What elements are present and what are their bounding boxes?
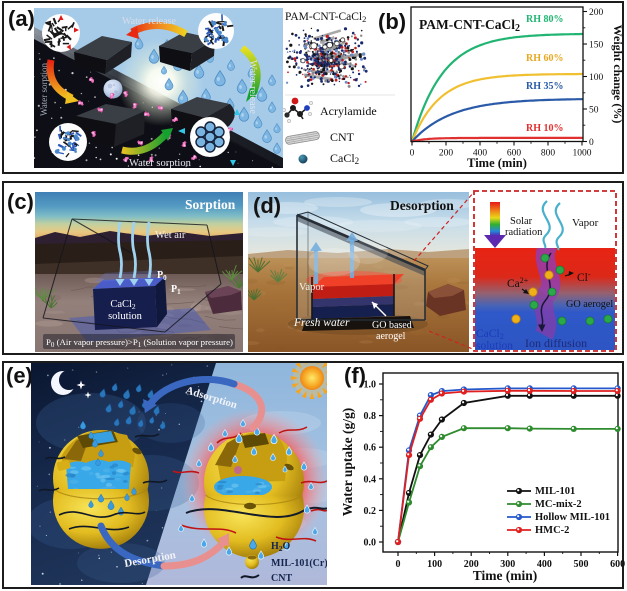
svg-text:CaCl2: CaCl2 [330, 151, 359, 166]
svg-text:Wet air: Wet air [155, 230, 186, 241]
svg-text:1000: 1000 [573, 149, 592, 159]
svg-text:P0 (Air vapor pressure)>P1 (So: P0 (Air vapor pressure)>P1 (Solution vap… [46, 337, 233, 349]
svg-text:Desorption: Desorption [390, 198, 454, 213]
svg-text:200: 200 [464, 559, 479, 570]
svg-text:0.2: 0.2 [364, 506, 377, 517]
svg-text:GO aerogel: GO aerogel [566, 299, 613, 310]
svg-text:300: 300 [500, 559, 515, 570]
svg-text:GO based: GO based [372, 320, 412, 331]
svg-text:400: 400 [473, 149, 488, 159]
svg-text:MIL-101: MIL-101 [535, 486, 575, 497]
svg-text:50: 50 [589, 106, 599, 116]
svg-text:Water release: Water release [122, 16, 176, 27]
svg-text:800: 800 [541, 149, 556, 159]
svg-text:400: 400 [537, 559, 552, 570]
svg-text:P1: P1 [171, 284, 181, 296]
svg-text:Ion diffusion: Ion diffusion [525, 336, 587, 350]
svg-text:Water uptake (g/g): Water uptake (g/g) [340, 408, 355, 517]
svg-text:Water sorption: Water sorption [129, 158, 192, 168]
svg-text:Vapor: Vapor [299, 282, 325, 293]
svg-text:200: 200 [439, 149, 454, 159]
svg-text:Vapor: Vapor [572, 217, 599, 229]
svg-text:CNT: CNT [271, 573, 292, 584]
svg-text:Cl-: Cl- [577, 270, 591, 284]
svg-text:HMC-2: HMC-2 [535, 525, 569, 536]
svg-text:0: 0 [589, 138, 594, 148]
svg-text:MC-mix-2: MC-mix-2 [535, 499, 582, 510]
svg-text:200: 200 [589, 8, 604, 18]
svg-text:solution: solution [108, 311, 143, 322]
svg-text:aerogel: aerogel [376, 331, 406, 342]
svg-text:100: 100 [589, 73, 604, 83]
svg-text:Time (min): Time (min) [473, 568, 538, 583]
svg-text:Acrylamide: Acrylamide [320, 104, 377, 118]
svg-text:Weight change (%): Weight change (%) [611, 25, 624, 124]
svg-text:CNT: CNT [330, 130, 355, 144]
svg-text:0: 0 [410, 149, 415, 159]
svg-text:RH 60%: RH 60% [526, 53, 564, 64]
svg-text:H2O: H2O [271, 541, 291, 553]
svg-text:MIL-101(Cr): MIL-101(Cr) [271, 558, 327, 569]
svg-text:0: 0 [396, 559, 401, 570]
svg-text:solution: solution [476, 340, 513, 352]
svg-text:600: 600 [610, 559, 625, 570]
svg-text:CaCl2: CaCl2 [476, 328, 504, 341]
svg-text:Time (min): Time (min) [467, 156, 527, 170]
svg-text:RH 10%: RH 10% [526, 123, 564, 134]
svg-text:RH 35%: RH 35% [526, 81, 564, 92]
svg-text:0.4: 0.4 [364, 474, 377, 485]
svg-text:Hollow MIL-101: Hollow MIL-101 [535, 512, 610, 523]
svg-text:600: 600 [507, 149, 522, 159]
svg-text:150: 150 [589, 41, 604, 51]
svg-text:0.8: 0.8 [364, 411, 377, 422]
svg-text:radiation: radiation [505, 227, 543, 238]
svg-text:Water sorption: Water sorption [39, 62, 49, 116]
svg-text:0.0: 0.0 [364, 538, 377, 549]
svg-text:Fresh water: Fresh water [293, 317, 350, 329]
svg-text:Solar: Solar [510, 216, 533, 227]
svg-text:0.6: 0.6 [364, 443, 377, 454]
svg-text:RH 80%: RH 80% [526, 14, 564, 25]
svg-text:CaCl2: CaCl2 [110, 299, 136, 311]
svg-text:100: 100 [427, 559, 442, 570]
svg-text:1.0: 1.0 [364, 380, 377, 391]
svg-text:PAM-CNT-CaCl2: PAM-CNT-CaCl2 [419, 17, 520, 34]
svg-text:Water release: Water release [247, 60, 258, 114]
svg-text:500: 500 [574, 559, 589, 570]
svg-text:PAM-CNT-CaCl2: PAM-CNT-CaCl2 [285, 11, 366, 24]
svg-text:P0: P0 [157, 270, 167, 282]
svg-text:(d): (d) [253, 193, 281, 218]
svg-text:Sorption: Sorption [185, 197, 236, 212]
